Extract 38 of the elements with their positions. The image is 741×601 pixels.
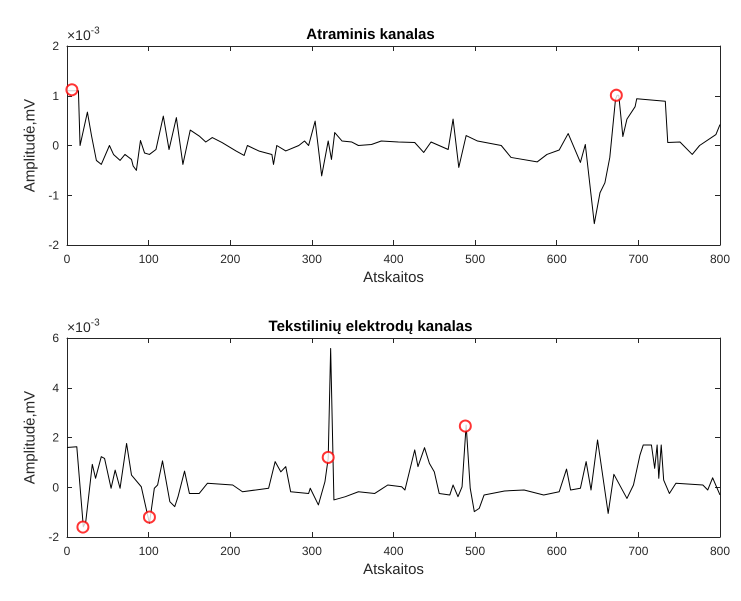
x-tick-label: 300 xyxy=(302,544,322,558)
x-tick-label: 500 xyxy=(465,252,486,266)
y-tick-label: 6 xyxy=(52,331,60,345)
x-tick-label: 400 xyxy=(383,544,404,558)
x-tick-label: 100 xyxy=(138,252,159,266)
point xyxy=(142,510,156,524)
y-axis-title: Amplitudė,mV xyxy=(21,390,38,484)
x-tick-label: 600 xyxy=(546,544,568,558)
x-tick-label: 700 xyxy=(628,544,649,558)
y-tick-label: 4 xyxy=(52,380,60,395)
x-tick-label: 800 xyxy=(710,252,730,266)
y-tick-label: 2 xyxy=(52,39,60,53)
y-tick-label: 1 xyxy=(52,88,60,103)
x-tick-label: 500 xyxy=(465,544,486,558)
x-tick-label: 100 xyxy=(138,544,159,558)
y-axis-title: Amplitudė,mV xyxy=(21,98,38,192)
y-tick-label: -2 xyxy=(48,238,60,252)
point xyxy=(322,450,335,464)
point xyxy=(458,420,472,433)
y-tick-label: 0 xyxy=(52,480,60,494)
y-tick-label: -1 xyxy=(48,188,60,202)
x-axis-title: Atskaitos xyxy=(363,560,424,578)
x-tick-label: 600 xyxy=(546,252,568,266)
point xyxy=(76,520,90,534)
x-tick-label: 200 xyxy=(220,544,241,558)
x-tick-label: 0 xyxy=(64,544,71,558)
x-tick-label: 0 xyxy=(64,252,71,266)
chart-title: Atraminis kanalas xyxy=(306,26,435,43)
y-tick-label: 0 xyxy=(52,138,60,152)
x-tick-label: 800 xyxy=(710,544,730,558)
y-tick-label: -2 xyxy=(48,530,60,544)
x-tick-label: 700 xyxy=(628,252,649,266)
y-tick-label: 2 xyxy=(52,430,60,444)
x-tick-label: 400 xyxy=(383,252,404,266)
x-axis-title: Atskaitos xyxy=(363,268,424,286)
x-tick-label: 300 xyxy=(302,252,322,266)
chart-title: Tekstilinių elektrodų kanalas xyxy=(268,318,472,335)
x-tick-label: 200 xyxy=(220,252,241,266)
